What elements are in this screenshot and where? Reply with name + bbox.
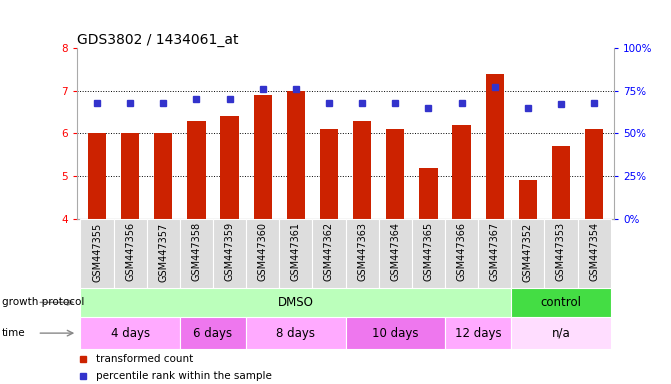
Bar bbox=[412, 219, 445, 288]
Bar bbox=[320, 129, 338, 219]
Text: n/a: n/a bbox=[552, 327, 570, 339]
Bar bbox=[544, 219, 578, 288]
Bar bbox=[81, 317, 180, 349]
Text: DMSO: DMSO bbox=[278, 296, 314, 309]
Text: GSM447359: GSM447359 bbox=[225, 222, 235, 281]
Text: GSM447353: GSM447353 bbox=[556, 222, 566, 281]
Text: GSM447355: GSM447355 bbox=[92, 222, 102, 281]
Text: percentile rank within the sample: percentile rank within the sample bbox=[96, 371, 272, 381]
Bar bbox=[378, 219, 412, 288]
Text: GSM447352: GSM447352 bbox=[523, 222, 533, 281]
Bar bbox=[313, 219, 346, 288]
Bar bbox=[81, 288, 511, 317]
Bar bbox=[88, 134, 106, 219]
Bar bbox=[81, 219, 113, 288]
Text: control: control bbox=[540, 296, 582, 309]
Text: time: time bbox=[2, 328, 25, 338]
Text: GSM447361: GSM447361 bbox=[291, 222, 301, 281]
Text: GSM447367: GSM447367 bbox=[490, 222, 500, 281]
Bar bbox=[246, 219, 279, 288]
Bar bbox=[180, 317, 246, 349]
Bar bbox=[445, 317, 511, 349]
Bar bbox=[578, 219, 611, 288]
Bar bbox=[353, 121, 371, 219]
Bar bbox=[254, 95, 272, 219]
Bar bbox=[478, 219, 511, 288]
Bar bbox=[121, 134, 140, 219]
Text: GSM447360: GSM447360 bbox=[258, 222, 268, 281]
Bar bbox=[452, 125, 470, 219]
Bar bbox=[287, 91, 305, 219]
Bar bbox=[445, 219, 478, 288]
Text: transformed count: transformed count bbox=[96, 354, 193, 364]
Bar bbox=[486, 74, 504, 219]
Bar bbox=[279, 219, 313, 288]
Text: GSM447364: GSM447364 bbox=[391, 222, 401, 281]
Bar bbox=[346, 219, 378, 288]
Text: GSM447358: GSM447358 bbox=[191, 222, 201, 281]
Text: GSM447357: GSM447357 bbox=[158, 222, 168, 281]
Text: 12 days: 12 days bbox=[455, 327, 501, 339]
Bar bbox=[346, 317, 445, 349]
Text: GSM447366: GSM447366 bbox=[456, 222, 466, 281]
Bar bbox=[511, 288, 611, 317]
Bar bbox=[154, 134, 172, 219]
Bar bbox=[419, 167, 437, 219]
Bar bbox=[519, 180, 537, 219]
Text: 8 days: 8 days bbox=[276, 327, 315, 339]
Bar bbox=[386, 129, 405, 219]
Bar bbox=[511, 317, 611, 349]
Text: 6 days: 6 days bbox=[193, 327, 233, 339]
Text: GSM447363: GSM447363 bbox=[357, 222, 367, 281]
Bar bbox=[147, 219, 180, 288]
Bar bbox=[511, 219, 544, 288]
Bar bbox=[246, 317, 346, 349]
Text: GSM447354: GSM447354 bbox=[589, 222, 599, 281]
Text: GSM447362: GSM447362 bbox=[324, 222, 334, 281]
Text: 4 days: 4 days bbox=[111, 327, 150, 339]
Bar bbox=[585, 129, 603, 219]
Bar bbox=[221, 116, 239, 219]
Text: GSM447356: GSM447356 bbox=[125, 222, 135, 281]
Bar bbox=[180, 219, 213, 288]
Bar bbox=[213, 219, 246, 288]
Bar bbox=[187, 121, 205, 219]
Bar bbox=[113, 219, 147, 288]
Text: GDS3802 / 1434061_at: GDS3802 / 1434061_at bbox=[77, 33, 239, 47]
Text: growth protocol: growth protocol bbox=[2, 297, 85, 308]
Bar bbox=[552, 146, 570, 219]
Text: GSM447365: GSM447365 bbox=[423, 222, 433, 281]
Text: 10 days: 10 days bbox=[372, 327, 419, 339]
